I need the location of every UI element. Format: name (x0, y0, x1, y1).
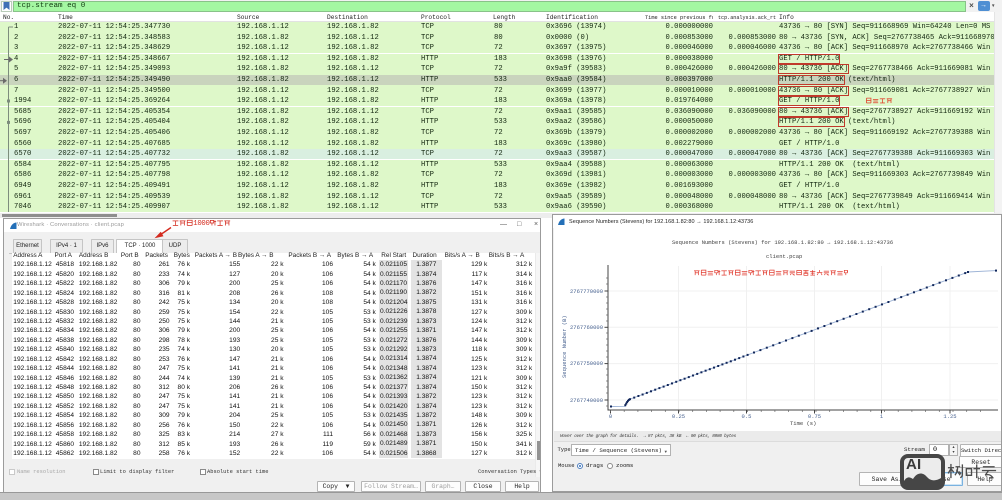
svg-text:0: 0 (201, 220, 205, 228)
svg-text:0: 0 (197, 220, 201, 228)
svg-text:1: 1 (193, 220, 198, 228)
svg-text:0: 0 (206, 220, 210, 228)
